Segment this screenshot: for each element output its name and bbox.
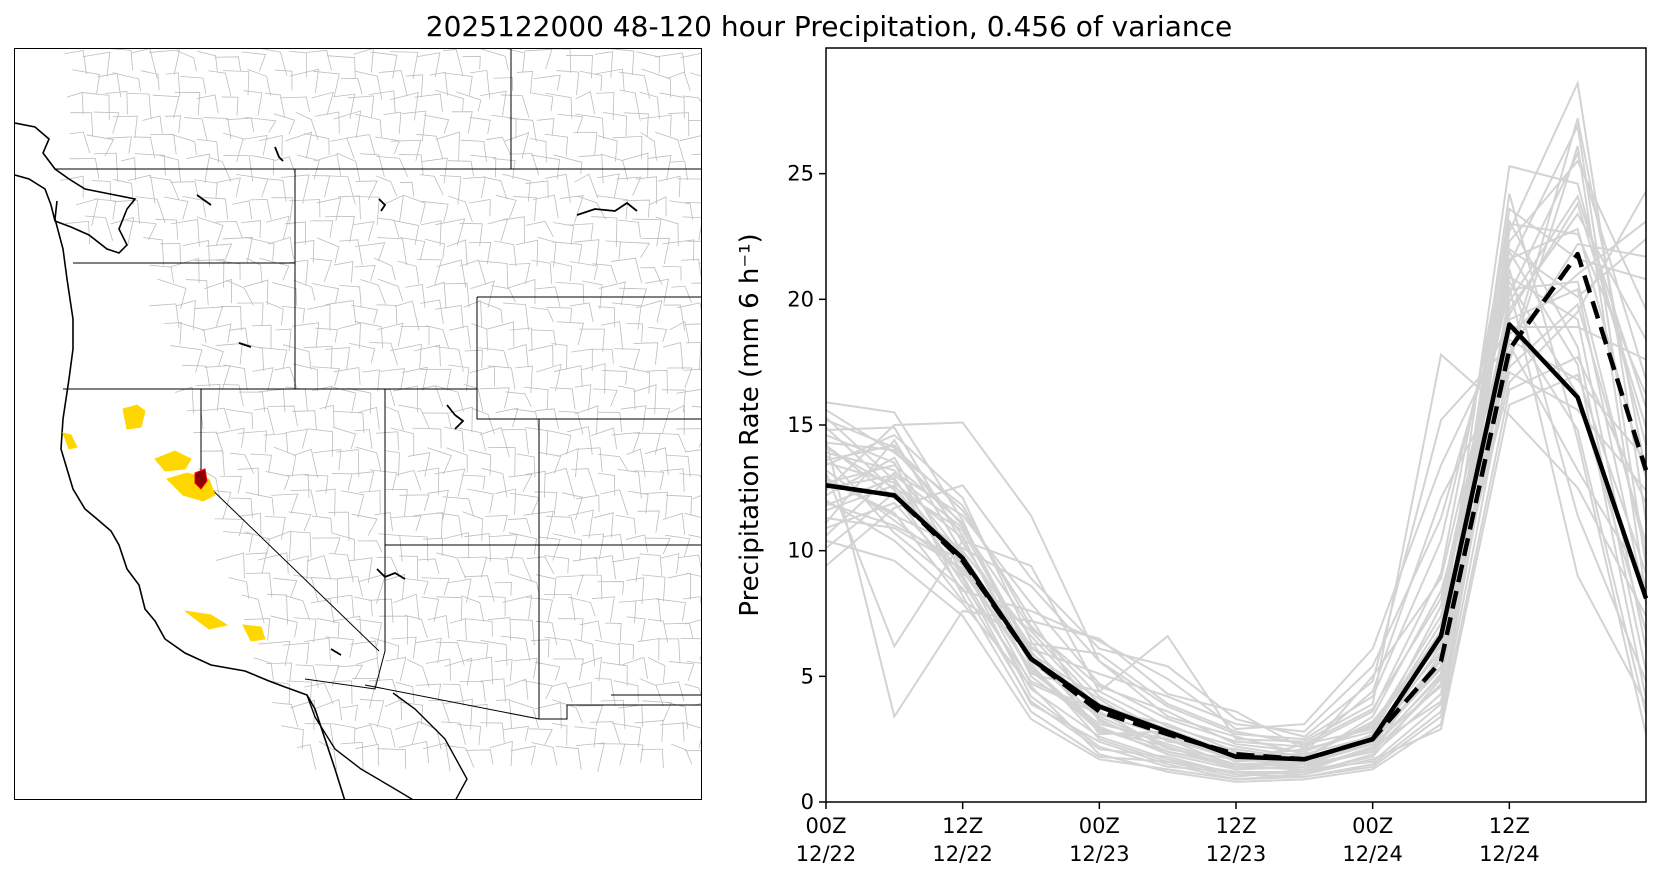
x-tick-label: 00Z bbox=[805, 814, 846, 838]
member-line-29 bbox=[825, 268, 1647, 753]
x-tick-label: 12Z bbox=[1215, 814, 1256, 838]
member-line-28 bbox=[825, 145, 1647, 778]
y-tick-label: 15 bbox=[787, 413, 814, 437]
y-tick-label: 10 bbox=[787, 539, 814, 563]
member-line-9 bbox=[825, 218, 1647, 748]
basin-map-icon bbox=[15, 49, 701, 799]
member-line-20 bbox=[825, 207, 1647, 766]
chart-title: 2025122000 48-120 hour Precipitation, 0.… bbox=[425, 10, 1233, 43]
member-line-33 bbox=[825, 222, 1647, 773]
member-line-31 bbox=[825, 373, 1647, 781]
ensemble-members bbox=[825, 79, 1647, 783]
member-line-32 bbox=[825, 286, 1647, 746]
member-line-25 bbox=[825, 370, 1647, 766]
member-line-34 bbox=[825, 118, 1647, 761]
member-line-18 bbox=[825, 193, 1647, 778]
y-tick-label: 5 bbox=[801, 664, 814, 688]
y-tick-label: 25 bbox=[787, 162, 814, 186]
y-axis-label: Precipitation Rate (mm 6 h⁻¹) bbox=[735, 233, 765, 616]
member-line-30 bbox=[825, 201, 1647, 763]
y-axis-ticks: 0 5 10 15 20 25 bbox=[787, 162, 826, 814]
x-tick-label: 12/22 bbox=[932, 842, 993, 866]
selected-basin bbox=[194, 468, 208, 490]
gulf-coast bbox=[306, 692, 468, 799]
basin-map bbox=[14, 48, 702, 800]
highlighted-basins bbox=[62, 404, 266, 642]
x-tick-label: 00Z bbox=[1352, 814, 1393, 838]
x-tick-label: 12/23 bbox=[1069, 842, 1130, 866]
coastline bbox=[15, 122, 346, 799]
basin-boundaries bbox=[60, 49, 701, 773]
solid-series-line bbox=[825, 322, 1649, 762]
dashed-series-line bbox=[825, 251, 1649, 762]
member-line-8 bbox=[825, 190, 1647, 766]
member-line-14 bbox=[825, 352, 1647, 743]
member-line-1 bbox=[825, 79, 1647, 768]
y-tick-label: 0 bbox=[801, 790, 814, 814]
x-tick-label: 12Z bbox=[1489, 814, 1530, 838]
plot-frame bbox=[825, 47, 1647, 803]
member-line-2 bbox=[825, 122, 1647, 758]
member-line-23 bbox=[825, 355, 1647, 783]
lakes bbox=[196, 146, 638, 656]
member-line-27 bbox=[825, 193, 1647, 771]
member-line-5 bbox=[825, 211, 1647, 756]
member-line-26 bbox=[825, 275, 1647, 763]
x-tick-label: 12/24 bbox=[1479, 842, 1540, 866]
x-tick-label: 12/23 bbox=[1206, 842, 1267, 866]
x-axis-ticks: 00Z 12/22 12Z 12/22 00Z 12/23 12Z 12/23 00Z 12/24… bbox=[796, 802, 1540, 866]
x-tick-label: 00Z bbox=[1079, 814, 1120, 838]
member-line-6 bbox=[825, 242, 1647, 761]
member-line-35 bbox=[825, 287, 1647, 768]
x-tick-label: 12/22 bbox=[796, 842, 857, 866]
x-tick-label: 12/24 bbox=[1342, 842, 1403, 866]
x-tick-label: 12Z bbox=[942, 814, 983, 838]
mean-series bbox=[825, 251, 1649, 762]
member-line-3 bbox=[825, 164, 1647, 758]
y-tick-label: 20 bbox=[787, 287, 814, 311]
